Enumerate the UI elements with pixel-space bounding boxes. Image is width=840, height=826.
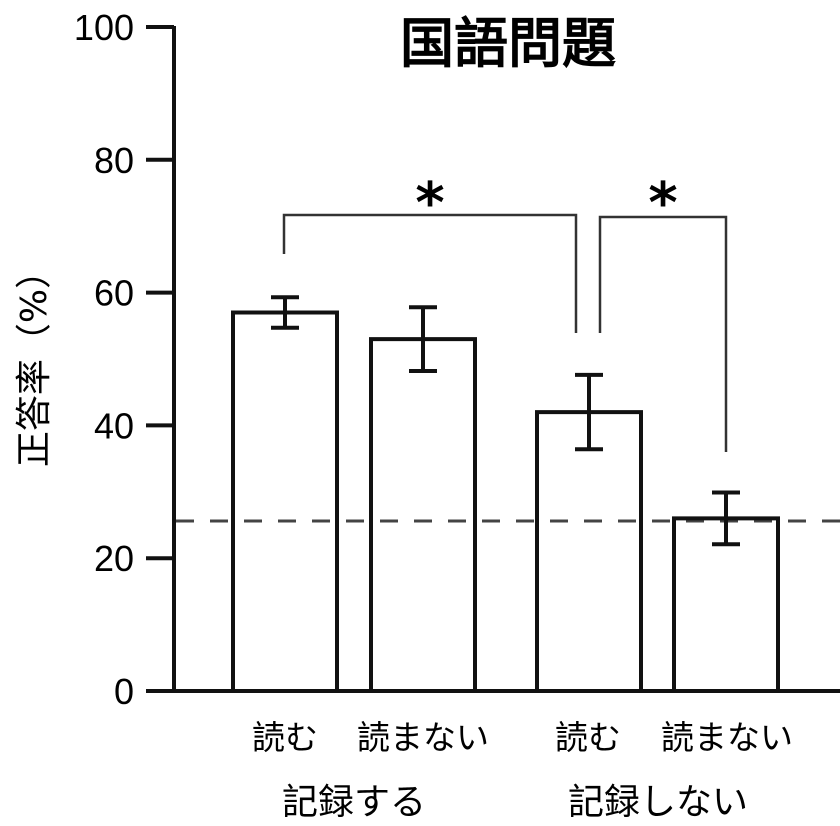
y-axis-label: 正答率（%）: [14, 253, 55, 467]
bar: [535, 410, 643, 691]
bracket-1: [282, 213, 578, 333]
x-label-bar-3: 読む: [555, 718, 621, 757]
y-axis-tick-labels: 0 20 40 60 80 100: [74, 7, 134, 712]
x-label-bar-2: 読まない: [357, 718, 489, 757]
y-tick-label: 100: [74, 7, 134, 48]
y-tick-label: 60: [94, 273, 134, 314]
bar: [369, 337, 477, 691]
y-tick-label: 20: [94, 538, 134, 579]
bar: [231, 310, 339, 691]
group-label-record: 記録する: [282, 782, 426, 823]
y-tick-label: 40: [94, 405, 134, 446]
bars: [231, 295, 780, 691]
x-label-bar-4: 読まない: [661, 718, 793, 757]
y-tick-label: 80: [94, 140, 134, 181]
y-axis: [146, 25, 840, 693]
significance-brackets: [282, 213, 728, 452]
group-label-no-record: 記録しない: [568, 782, 748, 823]
significance-star-1: *: [415, 171, 444, 236]
x-label-bar-1: 読む: [252, 718, 318, 757]
bracket-2: [598, 215, 728, 452]
y-tick-label: 0: [114, 671, 134, 712]
chart-title: 国語問題: [400, 12, 616, 75]
significance-star-2: *: [648, 171, 677, 236]
